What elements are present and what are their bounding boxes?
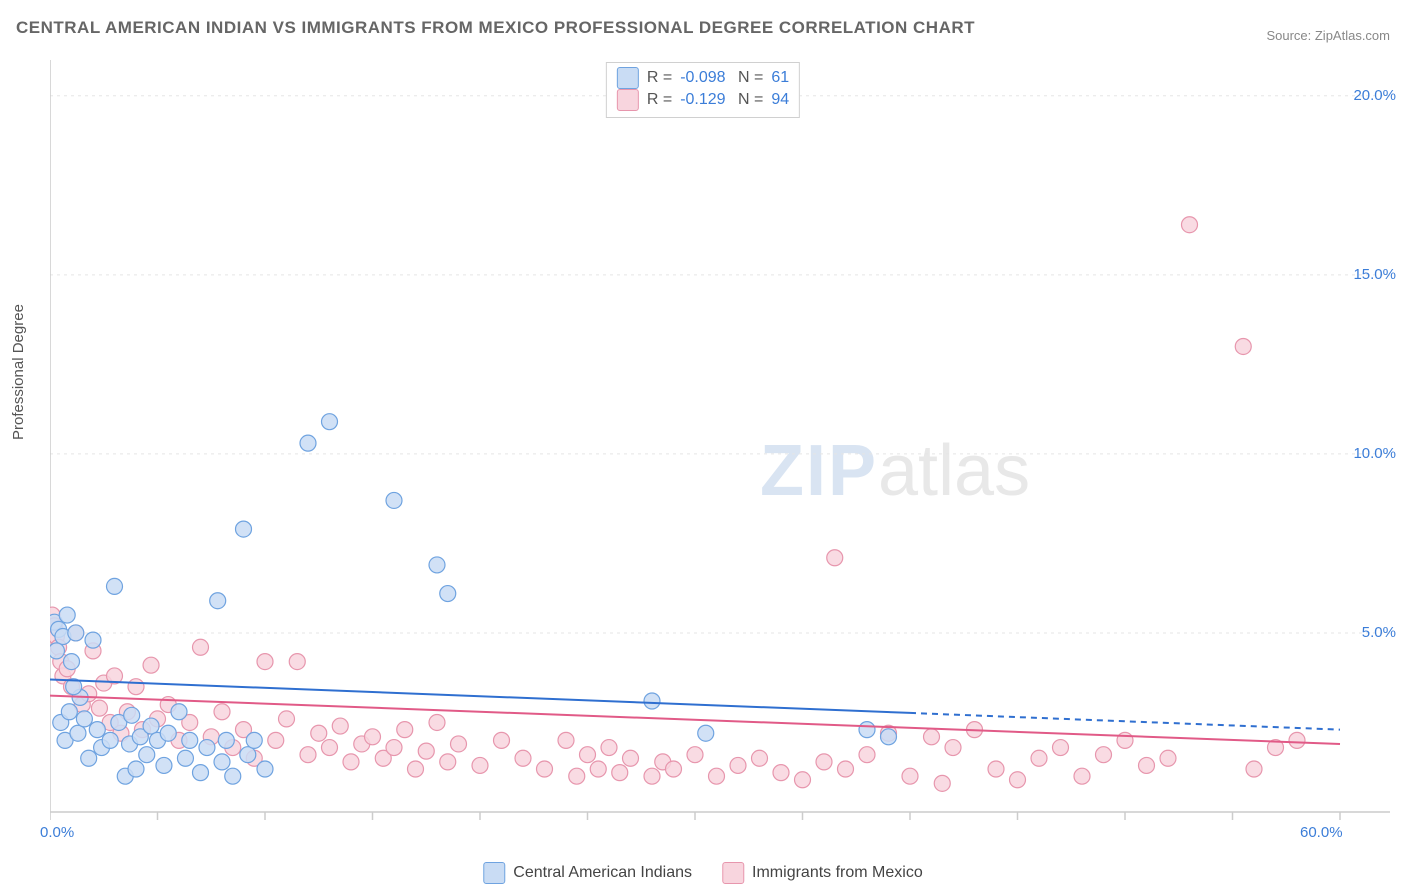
stats-legend-box: R = -0.098 N = 61 R = -0.129 N = 94: [606, 62, 800, 118]
legend-item-pink: Immigrants from Mexico: [722, 862, 923, 884]
legend-label-blue: Central American Indians: [513, 864, 692, 882]
y-tick-label: 20.0%: [1353, 87, 1396, 104]
chart-plot-area: [50, 60, 1390, 840]
stats-row-blue: R = -0.098 N = 61: [617, 67, 789, 89]
stats-row-pink: R = -0.129 N = 94: [617, 89, 789, 111]
x-tick-label: 60.0%: [1300, 824, 1343, 841]
stats-n-label: N =: [734, 67, 764, 89]
swatch-blue: [617, 67, 639, 89]
stats-r-label: R =: [647, 89, 672, 111]
swatch-pink: [617, 89, 639, 111]
stats-r-pink: -0.129: [680, 89, 725, 111]
stats-n-label: N =: [734, 89, 764, 111]
y-axis-label: Professional Degree: [10, 304, 27, 440]
chart-title: CENTRAL AMERICAN INDIAN VS IMMIGRANTS FR…: [16, 18, 975, 38]
scatter-chart-svg: [50, 60, 1390, 840]
bottom-legend: Central American Indians Immigrants from…: [483, 862, 922, 884]
source-link[interactable]: ZipAtlas.com: [1315, 28, 1390, 43]
y-tick-label: 5.0%: [1362, 624, 1396, 641]
y-tick-label: 10.0%: [1353, 445, 1396, 462]
y-tick-label: 15.0%: [1353, 266, 1396, 283]
stats-n-blue: 61: [771, 67, 789, 89]
stats-r-blue: -0.098: [680, 67, 725, 89]
stats-r-label: R =: [647, 67, 672, 89]
legend-item-blue: Central American Indians: [483, 862, 692, 884]
legend-swatch-pink: [722, 862, 744, 884]
legend-label-pink: Immigrants from Mexico: [752, 864, 923, 882]
legend-swatch-blue: [483, 862, 505, 884]
source-attribution: Source: ZipAtlas.com: [1266, 28, 1390, 43]
source-prefix: Source:: [1266, 28, 1314, 43]
stats-n-pink: 94: [771, 89, 789, 111]
x-tick-label: 0.0%: [40, 824, 74, 841]
